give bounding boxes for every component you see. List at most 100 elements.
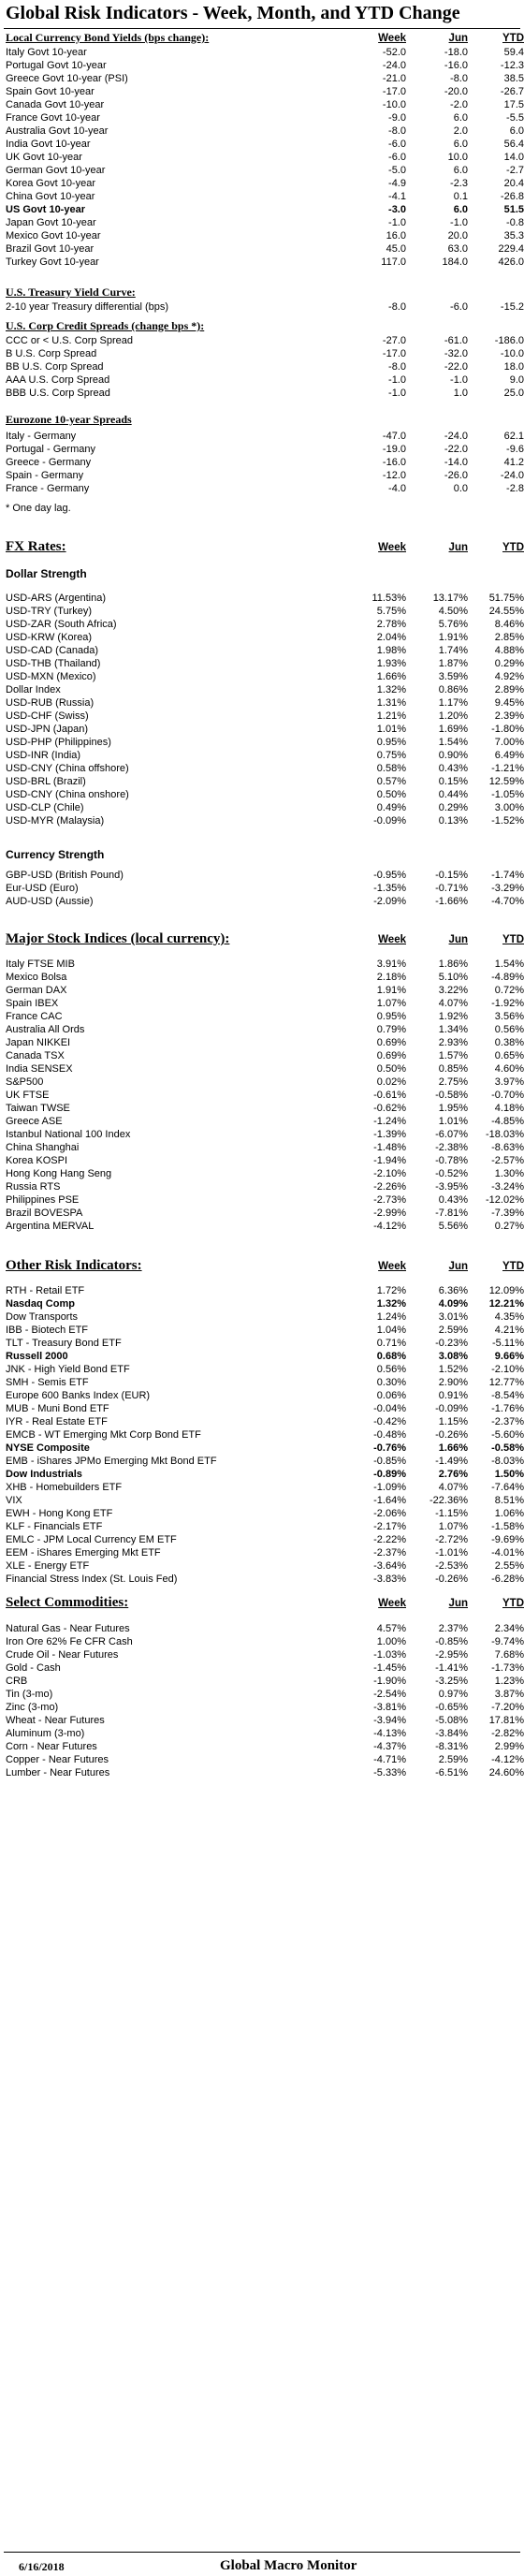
bond-yield-row: China Govt 10-year -4.1 0.1 -26.8 [0, 190, 524, 203]
bond-yield-week-value: 45.0 [386, 243, 406, 255]
commodity-row: Wheat - Near Futures -3.94% -5.08% 17.81% [0, 1714, 524, 1727]
bond-yield-row: US Govt 10-year -3.0 6.0 51.5 [0, 203, 524, 216]
risk-indicator-ytd-value: -0.58% [491, 1442, 524, 1454]
stock-index-label: Hong Kong Hang Seng [6, 1168, 112, 1179]
risk-indicator-week-value: -2.06% [373, 1508, 406, 1519]
fx-dollar-jun-value: 5.76% [438, 619, 468, 630]
stock-index-row: Australia All Ords 0.79% 1.34% 0.56% [0, 1023, 524, 1036]
corp-spread-jun-value: -32.0 [444, 348, 468, 359]
fx-dollar-jun-value: 0.44% [438, 789, 468, 800]
fx-dollar-ytd-value: 2.39% [494, 710, 524, 722]
fx-dollar-ytd-value: -1.80% [491, 724, 524, 735]
bond-yield-week-value: -52.0 [382, 47, 406, 58]
bond-yield-ytd-value: 38.5 [503, 73, 524, 84]
fx-dollar-jun-value: 1.69% [438, 724, 468, 735]
corp-spread-week-value: -27.0 [382, 335, 406, 346]
euro-spread-row: Portugal - Germany -19.0 -22.0 -9.6 [0, 443, 524, 456]
risk-indicator-row: Russell 2000 0.68% 3.08% 9.66% [0, 1350, 524, 1363]
stock-index-ytd-value: 0.56% [494, 1024, 524, 1035]
corp-spread-jun-value: -22.0 [444, 361, 468, 373]
corp-spread-label: AAA U.S. Corp Spread [6, 374, 110, 386]
fx-dollar-ytd-value: -1.21% [491, 763, 524, 774]
stock-index-jun-value: -7.81% [435, 1208, 468, 1219]
corp-spread-week-value: -1.0 [388, 374, 406, 386]
stock-index-label: Brazil BOVESPA [6, 1208, 83, 1219]
stock-index-row: France CAC 0.95% 1.92% 3.56% [0, 1010, 524, 1023]
risk-indicator-jun-value: -2.53% [435, 1560, 468, 1572]
fx-currency-week-value: -1.35% [373, 883, 406, 894]
stock-index-ytd-value: -0.70% [491, 1090, 524, 1101]
stock-index-jun-value: 5.10% [438, 972, 468, 983]
bond-yield-row: Spain Govt 10-year -17.0 -20.0 -26.7 [0, 85, 524, 98]
other-col-week: Week [378, 1261, 406, 1272]
commodity-row: Aluminum (3-mo) -4.13% -3.84% -2.82% [0, 1727, 524, 1740]
commodities-heading: Select Commodities: [6, 1595, 129, 1610]
stock-index-row: Korea KOSPI -1.94% -0.78% -2.57% [0, 1154, 524, 1167]
risk-indicator-label: TLT - Treasury Bond ETF [6, 1338, 122, 1349]
bond-yields-col-jun: Jun [448, 33, 468, 44]
risk-indicator-row: SMH - Semis ETF 0.30% 2.90% 12.77% [0, 1376, 524, 1389]
fx-dollar-ytd-value: 4.92% [494, 671, 524, 682]
risk-indicator-row: EMCB - WT Emerging Mkt Corp Bond ETF -0.4… [0, 1428, 524, 1442]
stock-index-week-value: -1.39% [373, 1129, 406, 1140]
yield-curve-jun-value: -6.0 [450, 301, 468, 313]
bond-yield-week-value: -3.0 [388, 204, 406, 215]
fx-dollar-label: USD-JPN (Japan) [6, 724, 89, 735]
bond-yield-ytd-value: 6.0 [509, 125, 524, 137]
fx-dollar-jun-value: 1.54% [438, 737, 468, 748]
corp-spread-jun-value: -61.0 [444, 335, 468, 346]
euro-spread-label: France - Germany [6, 483, 90, 494]
fx-dollar-week-value: 1.98% [376, 645, 406, 656]
risk-indicator-label: Dow Industrials [6, 1469, 82, 1480]
stock-index-row: China Shanghai -1.48% -2.38% -8.63% [0, 1141, 524, 1154]
commodity-label: Gold - Cash [6, 1662, 61, 1674]
yield-curve-row: 2-10 year Treasury differential (bps) -8.… [0, 300, 524, 314]
bond-yield-jun-value: 6.0 [453, 204, 468, 215]
stock-index-jun-value: 1.34% [438, 1024, 468, 1035]
fx-dollar-row: USD-THB (Thailand) 1.93% 1.87% 0.29% [0, 657, 524, 670]
corp-spread-ytd-value: 9.0 [509, 374, 524, 386]
risk-indicator-row: EMLC - JPM Local Currency EM ETF -2.22% -2… [0, 1533, 524, 1546]
fx-dollar-jun-value: 0.13% [438, 815, 468, 827]
euro-spread-label: Greece - Germany [6, 457, 92, 468]
bond-yield-label: Brazil Govt 10-year [6, 243, 95, 255]
fx-dollar-row: USD-BRL (Brazil) 0.57% 0.15% 12.59% [0, 775, 524, 788]
bond-yield-ytd-value: 51.5 [503, 204, 524, 215]
risk-indicator-jun-value: -22.36% [429, 1495, 468, 1506]
stock-index-week-value: 1.91% [376, 985, 406, 996]
yield-curve-heading: U.S. Treasury Yield Curve: [6, 285, 136, 299]
fx-dollar-ytd-value: 9.45% [494, 697, 524, 709]
bond-yield-jun-value: 20.0 [447, 230, 468, 242]
euro-spread-jun-value: -22.0 [444, 444, 468, 455]
euro-spread-jun-value: 0.0 [453, 483, 468, 494]
stock-index-label: France CAC [6, 1011, 63, 1022]
risk-indicator-row: Financial Stress Index (St. Louis Fed) -3… [0, 1573, 524, 1586]
fx-dollar-label: Dollar Index [6, 684, 61, 695]
bond-yield-label: US Govt 10-year [6, 204, 85, 215]
dollar-strength-heading: Dollar Strength [6, 567, 87, 580]
stock-index-jun-value: 1.92% [438, 1011, 468, 1022]
stock-index-jun-value: 1.01% [438, 1116, 468, 1127]
fx-dollar-label: USD-ZAR (South Africa) [6, 619, 117, 630]
bond-yield-row: Italy Govt 10-year -52.0 -18.0 59.4 [0, 46, 524, 59]
fx-dollar-week-value: 2.78% [376, 619, 406, 630]
risk-indicator-label: IBB - Biotech ETF [6, 1325, 89, 1336]
stock-index-label: Japan NIKKEI [6, 1037, 71, 1048]
fx-dollar-label: USD-INR (India) [6, 750, 81, 761]
risk-indicator-week-value: 1.24% [376, 1311, 406, 1323]
fx-currency-label: GBP-USD (British Pound) [6, 870, 124, 881]
fx-dollar-ytd-value: 8.46% [494, 619, 524, 630]
risk-indicator-label: NYSE Composite [6, 1442, 90, 1454]
euro-spread-week-value: -16.0 [382, 457, 406, 468]
commodity-week-value: -1.03% [373, 1649, 406, 1661]
stock-index-label: India SENSEX [6, 1063, 73, 1075]
risk-indicator-week-value: 1.72% [376, 1285, 406, 1296]
risk-indicator-ytd-value: 4.35% [494, 1311, 524, 1323]
commodity-row: Zinc (3-mo) -3.81% -0.65% -7.20% [0, 1701, 524, 1714]
risk-indicator-jun-value: 4.09% [438, 1298, 468, 1310]
commodity-week-value: -4.13% [373, 1728, 406, 1739]
risk-indicator-row: XLE - Energy ETF -3.64% -2.53% 2.55% [0, 1559, 524, 1573]
risk-indicator-row: RTH - Retail ETF 1.72% 6.36% 12.09% [0, 1284, 524, 1297]
fx-dollar-week-value: 1.32% [376, 684, 406, 695]
stock-index-week-value: -2.99% [373, 1208, 406, 1219]
